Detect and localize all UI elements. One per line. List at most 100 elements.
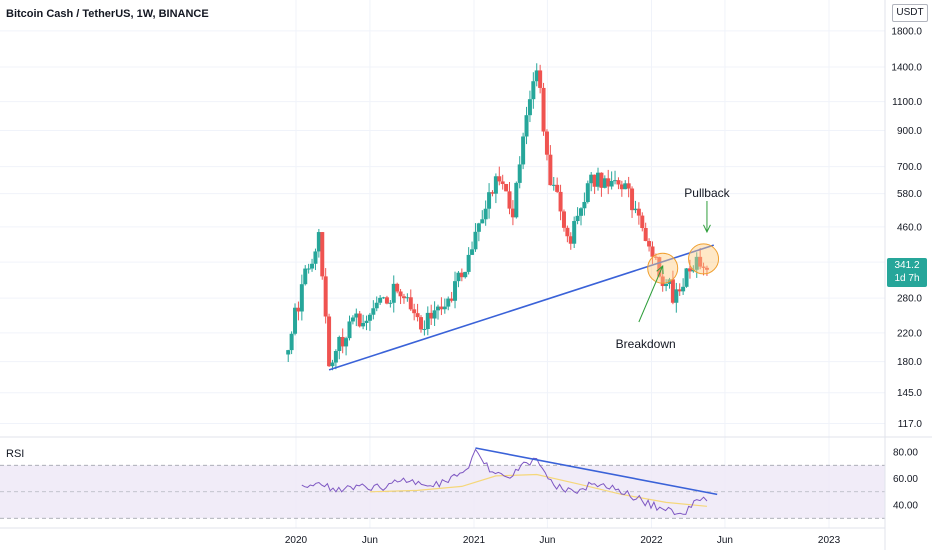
candle-body	[541, 87, 546, 132]
candle-body	[299, 284, 304, 312]
candle-body	[524, 115, 529, 137]
candle-body	[602, 178, 607, 188]
price-tick-label: 1800.0	[891, 26, 922, 37]
annotation-arrows	[638, 201, 711, 323]
candle-body	[384, 297, 389, 304]
candle-body	[664, 283, 669, 287]
time-tick-label: Jun	[717, 535, 733, 546]
candle-body	[490, 192, 495, 194]
candle-body	[653, 256, 658, 258]
candle-body	[388, 302, 393, 304]
rsi-tick-label: 40.00	[893, 501, 918, 512]
candle-body	[483, 208, 488, 220]
highlight-circle	[688, 243, 720, 275]
candlestick-series	[286, 63, 709, 371]
candle-body	[453, 281, 458, 301]
candle-body	[415, 313, 420, 318]
candle-body	[306, 268, 311, 270]
candle-body	[476, 223, 481, 232]
candle-body	[405, 297, 410, 299]
candle-body	[459, 272, 464, 278]
rsi-label: RSI	[6, 448, 25, 460]
time-tick-label: Jun	[539, 535, 555, 546]
rsi-ma-line	[369, 473, 708, 507]
candle-body	[613, 180, 618, 182]
candle-body	[391, 283, 396, 303]
candle-body	[527, 99, 532, 116]
candle-body	[401, 296, 406, 299]
price-tick-label: 1100.0	[892, 97, 922, 108]
current-price-tag: 341.2 1d 7h	[887, 258, 927, 287]
candle-body	[344, 338, 349, 347]
candle-body	[561, 211, 566, 228]
candle-body	[303, 268, 308, 285]
candle-body	[378, 297, 383, 303]
candle-body	[442, 306, 447, 310]
price-tick-label: 180.0	[897, 357, 922, 368]
candle-body	[531, 81, 536, 100]
price-tick-label: 117.0	[898, 419, 923, 430]
candle-body	[473, 231, 478, 250]
candle-body	[316, 232, 321, 252]
candle-body	[429, 312, 434, 319]
candle-body	[647, 241, 652, 247]
candle-body	[640, 215, 645, 229]
candle-body	[534, 70, 539, 82]
candle-body	[340, 336, 345, 347]
candle-body	[364, 320, 369, 323]
candle-body	[313, 251, 318, 264]
arrow-shaft	[638, 265, 664, 323]
candle-body	[395, 283, 400, 292]
candle-body	[582, 201, 587, 209]
candle-body	[350, 317, 355, 322]
price-tick-label: 700.0	[897, 162, 922, 173]
price-tick-label: 1400.0	[891, 63, 922, 74]
price-tick-label: 580.0	[897, 189, 922, 200]
arrow-head	[703, 224, 711, 234]
candle-body	[354, 313, 359, 318]
candle-body	[487, 192, 492, 209]
candle-body	[558, 191, 563, 212]
currency-tag[interactable]: USDT	[892, 4, 928, 22]
candle-body	[470, 249, 475, 255]
candle-body	[374, 302, 379, 309]
candle-body	[623, 183, 628, 190]
candle-body	[371, 308, 376, 315]
candle-body	[289, 333, 294, 351]
current-price-value: 341.2	[894, 260, 920, 271]
candle-body	[684, 268, 689, 287]
candle-body	[330, 362, 335, 367]
candle-body	[630, 188, 635, 211]
time-axis-ticks: 2020 Jun 2021 Jun 2022 Jun 2023	[285, 535, 841, 546]
candle-body	[449, 298, 454, 301]
candle-body	[548, 154, 553, 186]
candle-body	[507, 191, 512, 209]
candle-body	[521, 136, 526, 165]
candle-body	[633, 208, 638, 211]
price-tick-label: 900.0	[897, 126, 922, 137]
candle-body	[694, 256, 699, 270]
candle-body	[616, 180, 621, 185]
candle-body	[572, 221, 577, 244]
candle-body	[592, 174, 597, 187]
grid	[0, 0, 885, 528]
candle-body	[347, 321, 352, 339]
candle-body	[660, 276, 665, 287]
arrow-head	[656, 264, 664, 275]
candle-body	[599, 172, 604, 188]
candle-body	[575, 215, 580, 222]
candle-body	[674, 289, 679, 303]
candle-body	[480, 219, 485, 224]
time-tick-label: 2021	[463, 535, 486, 546]
candle-body	[681, 286, 686, 292]
time-tick-label: 2023	[818, 535, 841, 546]
candle-body	[286, 350, 291, 355]
candle-body	[381, 297, 386, 299]
candle-body	[691, 269, 696, 272]
candle-body	[432, 310, 437, 319]
bar-countdown: 1d 7h	[894, 273, 920, 284]
candle-body	[436, 306, 441, 311]
price-tick-label: 280.0	[897, 294, 922, 305]
candle-body	[687, 268, 692, 272]
